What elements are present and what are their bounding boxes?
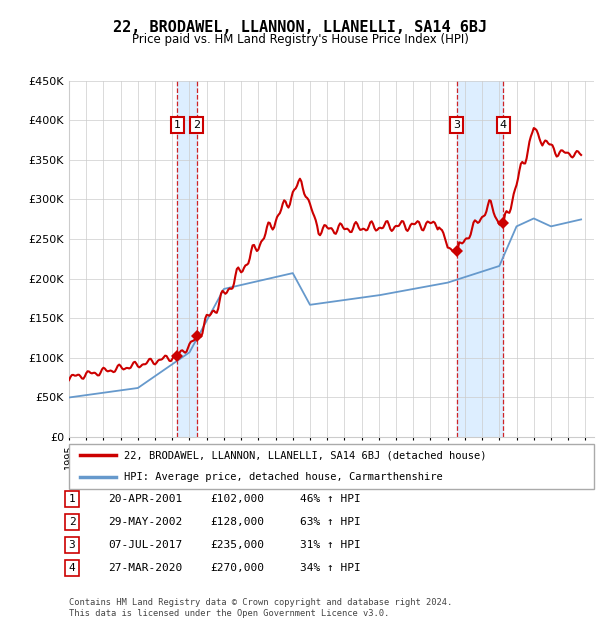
Text: 34% ↑ HPI: 34% ↑ HPI xyxy=(300,563,361,573)
Text: £235,000: £235,000 xyxy=(210,540,264,550)
Text: 4: 4 xyxy=(68,563,76,573)
Text: 63% ↑ HPI: 63% ↑ HPI xyxy=(300,517,361,527)
Text: 4: 4 xyxy=(500,120,507,130)
FancyBboxPatch shape xyxy=(69,444,594,489)
Text: 46% ↑ HPI: 46% ↑ HPI xyxy=(300,494,361,504)
Text: 1: 1 xyxy=(174,120,181,130)
Text: 22, BRODAWEL, LLANNON, LLANELLI, SA14 6BJ: 22, BRODAWEL, LLANNON, LLANELLI, SA14 6B… xyxy=(113,20,487,35)
Bar xyxy=(457,81,503,437)
Text: £102,000: £102,000 xyxy=(210,494,264,504)
Text: £270,000: £270,000 xyxy=(210,563,264,573)
Text: 22, BRODAWEL, LLANNON, LLANELLI, SA14 6BJ (detached house): 22, BRODAWEL, LLANNON, LLANELLI, SA14 6B… xyxy=(124,450,487,460)
Text: 20-APR-2001: 20-APR-2001 xyxy=(108,494,182,504)
Text: 2: 2 xyxy=(68,517,76,527)
Bar xyxy=(178,81,197,437)
Text: 27-MAR-2020: 27-MAR-2020 xyxy=(108,563,182,573)
Text: 3: 3 xyxy=(68,540,76,550)
Text: 3: 3 xyxy=(453,120,460,130)
Text: Contains HM Land Registry data © Crown copyright and database right 2024.
This d: Contains HM Land Registry data © Crown c… xyxy=(69,598,452,618)
Text: 2: 2 xyxy=(193,120,200,130)
Text: HPI: Average price, detached house, Carmarthenshire: HPI: Average price, detached house, Carm… xyxy=(124,472,443,482)
Text: Price paid vs. HM Land Registry's House Price Index (HPI): Price paid vs. HM Land Registry's House … xyxy=(131,33,469,46)
Text: £128,000: £128,000 xyxy=(210,517,264,527)
Text: 29-MAY-2002: 29-MAY-2002 xyxy=(108,517,182,527)
Text: 1: 1 xyxy=(68,494,76,504)
Text: 07-JUL-2017: 07-JUL-2017 xyxy=(108,540,182,550)
Text: 31% ↑ HPI: 31% ↑ HPI xyxy=(300,540,361,550)
